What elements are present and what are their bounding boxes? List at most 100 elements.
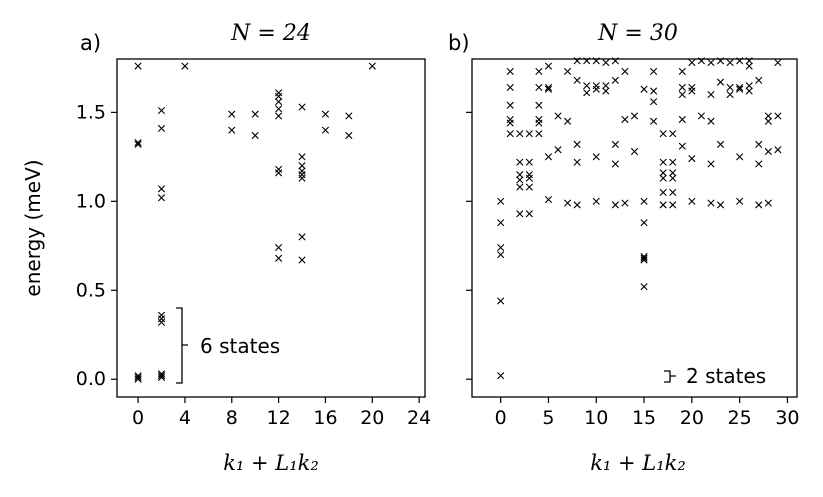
data-point xyxy=(640,252,648,261)
data-point xyxy=(707,58,715,67)
data-point xyxy=(134,372,142,380)
data-point xyxy=(368,62,376,70)
data-point xyxy=(251,110,259,118)
data-point xyxy=(275,165,283,173)
data-point xyxy=(228,110,236,118)
data-point xyxy=(298,162,306,170)
data-point xyxy=(298,233,306,241)
data-point xyxy=(764,199,772,207)
x-tick-label: 8 xyxy=(226,407,238,429)
data-point xyxy=(525,183,533,191)
data-point xyxy=(525,174,533,182)
data-point xyxy=(755,76,763,84)
data-point xyxy=(688,83,696,92)
data-point xyxy=(659,130,667,138)
data-point xyxy=(497,297,505,305)
x-tick-label: 0 xyxy=(132,407,144,429)
annotation-bracket-b: 2 states xyxy=(664,364,766,388)
data-point xyxy=(544,153,553,161)
data-point xyxy=(157,107,166,115)
data-point xyxy=(726,58,734,67)
x-tick-label: 20 xyxy=(360,407,384,429)
panel-b: b) N = 30 k₁ + L₁k₂ 2 states 0 5 10 15 20 25 3… xyxy=(448,21,800,475)
data-point xyxy=(497,251,505,259)
data-point xyxy=(516,130,524,138)
data-point xyxy=(573,201,581,209)
data-point xyxy=(774,112,782,120)
data-point xyxy=(640,197,648,205)
data-point xyxy=(275,105,283,113)
data-point xyxy=(535,130,543,138)
data-point xyxy=(497,197,505,205)
data-point xyxy=(157,311,166,319)
data-point xyxy=(678,90,686,99)
data-point xyxy=(650,98,658,106)
data-point xyxy=(678,83,686,92)
data-point xyxy=(157,372,166,380)
data-point xyxy=(650,117,658,125)
data-point xyxy=(544,62,553,70)
data-point xyxy=(650,67,658,76)
data-point xyxy=(544,85,553,93)
data-point xyxy=(764,147,772,156)
data-point xyxy=(592,82,600,90)
data-point xyxy=(497,372,505,380)
y-tick-label: 0.5 xyxy=(76,279,106,301)
y-axis-label: energy (meV) xyxy=(21,159,45,296)
data-point xyxy=(535,115,543,124)
data-point xyxy=(630,147,639,156)
x-tick-label: 4 xyxy=(179,407,191,429)
data-point xyxy=(602,82,610,90)
data-point xyxy=(298,153,306,161)
data-point xyxy=(506,67,514,76)
data-point xyxy=(669,188,677,197)
data-point xyxy=(736,83,744,92)
data-point xyxy=(506,101,514,109)
data-point xyxy=(134,62,142,70)
data-point xyxy=(525,171,533,179)
data-point xyxy=(535,119,543,127)
data-point xyxy=(525,130,533,138)
data-point xyxy=(275,92,283,100)
data-point xyxy=(134,373,142,382)
data-point xyxy=(669,201,677,209)
data-point xyxy=(497,243,505,252)
data-point xyxy=(716,57,725,65)
data-point xyxy=(298,174,306,182)
data-point xyxy=(554,146,562,154)
data-point xyxy=(321,126,330,134)
panel-label-b: b) xyxy=(448,31,470,55)
bracket-2-states xyxy=(664,370,676,383)
data-point xyxy=(678,115,686,124)
annotation-2-states: 2 states xyxy=(686,364,766,388)
data-point xyxy=(506,115,514,124)
data-point xyxy=(573,158,581,166)
data-point xyxy=(640,85,648,93)
plot-frame-b xyxy=(471,58,798,398)
x-tick-label: 12 xyxy=(267,407,291,429)
data-point xyxy=(535,83,543,92)
data-point xyxy=(611,76,619,84)
data-point xyxy=(611,201,619,209)
data-point xyxy=(583,82,591,90)
data-point xyxy=(563,67,572,76)
x-tick-label: 10 xyxy=(584,407,608,429)
data-point xyxy=(707,160,715,168)
data-point xyxy=(345,131,353,140)
data-point xyxy=(535,67,543,76)
data-point xyxy=(764,112,772,120)
data-point xyxy=(181,62,189,70)
x-tick-label: 5 xyxy=(542,407,554,429)
data-point xyxy=(688,155,696,163)
data-point xyxy=(736,57,744,65)
data-point xyxy=(157,124,166,132)
x-tick-label: 0 xyxy=(495,407,507,429)
data-point xyxy=(669,130,677,138)
data-point xyxy=(157,194,166,202)
panel-label-a: a) xyxy=(80,31,101,55)
data-point xyxy=(650,87,658,95)
data-point xyxy=(707,90,715,99)
data-point xyxy=(755,201,763,209)
x-axis-label-a: k₁ + L₁k₂ xyxy=(223,451,319,475)
data-point xyxy=(497,219,505,227)
